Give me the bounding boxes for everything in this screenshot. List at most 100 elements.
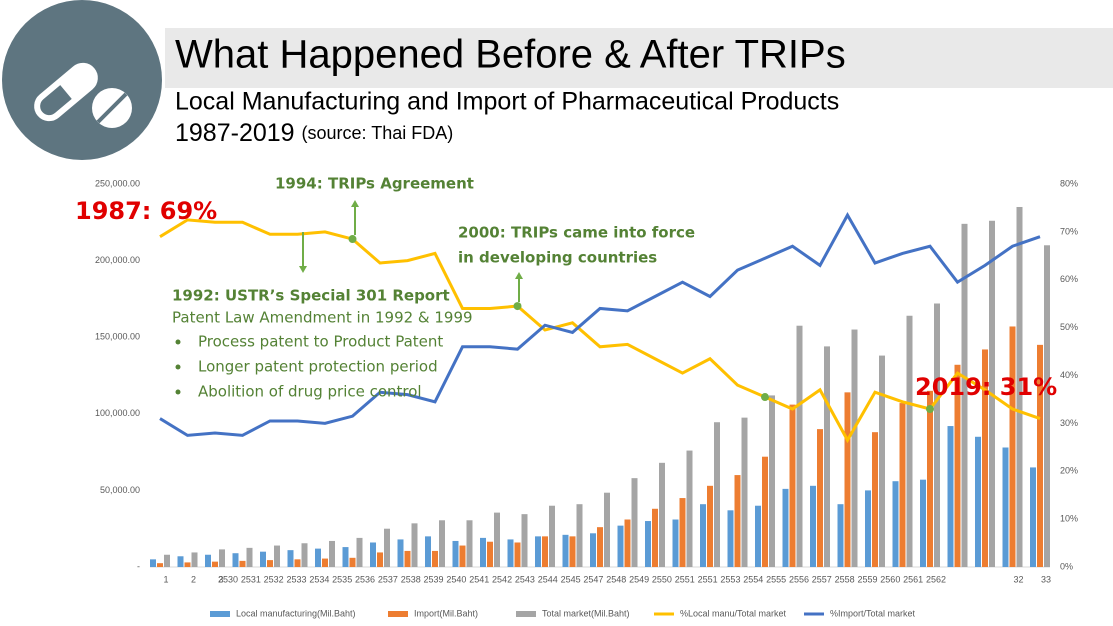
bar [714, 422, 720, 567]
bar [219, 549, 225, 567]
x-year-label: 2548 [606, 574, 626, 584]
bar [342, 547, 349, 567]
x-year-label: 2534 [309, 574, 329, 584]
pill [34, 62, 98, 122]
bar [590, 533, 596, 567]
bar [439, 520, 445, 567]
bar [892, 481, 899, 567]
bar [384, 528, 390, 567]
bar [686, 450, 693, 567]
bar [597, 527, 603, 567]
bar [549, 505, 555, 567]
legend-label: %Import/Total market [830, 608, 916, 618]
bar [246, 547, 253, 567]
bar [205, 554, 211, 567]
x-year-label: 2538 [401, 574, 421, 584]
highlight-point [761, 393, 769, 402]
bar [315, 548, 321, 567]
x-year-label: 2540 [446, 574, 466, 584]
bar [659, 462, 665, 567]
bar [466, 520, 473, 567]
bar [377, 552, 383, 567]
x-year-label: 2557 [812, 574, 832, 584]
bar [1037, 344, 1043, 567]
annotation: 2019: 31% [915, 373, 1057, 401]
x-year-label: 2539 [424, 574, 444, 584]
x-year-label: 2559 [857, 574, 877, 584]
y2-tick-label: 40% [1060, 370, 1078, 380]
bar [397, 539, 404, 567]
bar [1030, 467, 1036, 567]
bar [879, 355, 885, 567]
bar [459, 545, 466, 567]
bar [301, 543, 308, 567]
x-year-label: 2555 [766, 574, 786, 584]
years: 1987-2019 [175, 119, 295, 147]
y-tick-label: 150,000.00 [95, 332, 140, 342]
y2-tick-label: 10% [1060, 514, 1078, 524]
bar [961, 223, 968, 567]
y-tick-label: - [137, 561, 140, 571]
x-tick-label: 32 [1013, 574, 1023, 584]
arrow-head [351, 200, 359, 207]
bullet-dot [175, 389, 181, 395]
y-tick-label: 250,000.00 [95, 178, 140, 188]
bar [404, 550, 411, 567]
bar [480, 537, 486, 567]
bar [542, 536, 548, 567]
bar [164, 554, 170, 567]
annotation-bullet: Longer patent protection period [198, 358, 438, 376]
bar [232, 553, 239, 567]
legend-swatch [516, 611, 536, 617]
bar [150, 559, 156, 567]
bar [934, 303, 940, 567]
bar [322, 558, 328, 567]
bar [700, 504, 706, 567]
x-year-label: 2537 [378, 574, 398, 584]
bar [274, 545, 280, 567]
bar [982, 349, 988, 567]
bar [927, 390, 933, 567]
bar [1009, 326, 1016, 567]
bar [899, 403, 906, 567]
bar [865, 490, 871, 567]
x-year-label: 2532 [264, 574, 284, 584]
bar [267, 560, 273, 567]
bar [727, 510, 734, 567]
bar [796, 325, 803, 567]
bar [947, 426, 954, 567]
x-tick-label: 3 [218, 574, 223, 584]
bar [817, 429, 823, 567]
x-year-label: 2541 [469, 574, 489, 584]
bar [411, 523, 418, 567]
bar [617, 525, 624, 567]
bar [954, 364, 961, 567]
x-tick-label: 33 [1041, 574, 1051, 584]
bar [212, 561, 218, 567]
highlight-point [348, 235, 357, 244]
y-tick-label: 100,000.00 [95, 408, 140, 418]
bar [521, 514, 528, 567]
bar [487, 541, 493, 567]
title-band [165, 28, 1113, 88]
bullet-dot [175, 339, 181, 345]
line [159, 218, 1041, 444]
bar [1016, 206, 1023, 568]
x-year-label: 2536 [355, 574, 375, 584]
highlight-point [926, 405, 934, 414]
bar [287, 550, 294, 567]
bar [755, 505, 761, 567]
line [159, 212, 1041, 437]
bar [672, 519, 679, 567]
legend-label: Local manufacturing(Mil.Baht) [236, 608, 356, 618]
annotation: 1992: USTR’s Special 301 Report [172, 287, 450, 305]
bar [920, 479, 926, 567]
x-year-label: 2551 [698, 574, 718, 584]
bar [645, 521, 651, 567]
x-year-label: 2531 [241, 574, 261, 584]
x-year-label: 2550 [652, 574, 672, 584]
bar [294, 559, 301, 567]
bar [762, 456, 768, 567]
bar [191, 552, 198, 567]
bar [260, 551, 266, 567]
